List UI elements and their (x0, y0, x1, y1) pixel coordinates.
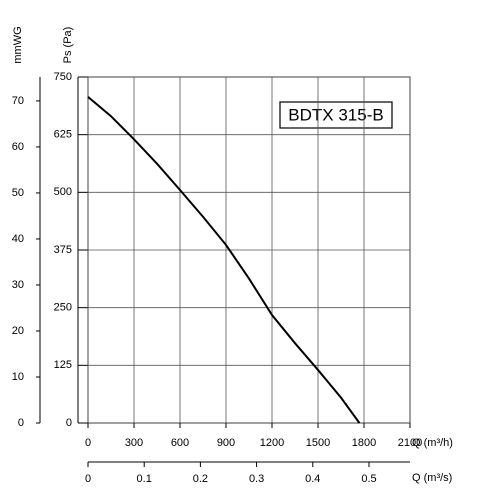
y2-axis-title: mmWG (12, 26, 24, 63)
x2-tick-label: 0.3 (249, 473, 264, 485)
x-tick-label: 1500 (306, 437, 330, 449)
x2-tick-label: 0.4 (305, 473, 320, 485)
y2-tick-label: 30 (12, 279, 24, 291)
y-axis-title: Ps (Pa) (62, 27, 74, 64)
y2-tick-label: 60 (12, 141, 24, 153)
curve (87, 96, 361, 424)
x-tick-label: 1800 (352, 437, 376, 449)
x-tick-label: 2100 (398, 437, 422, 449)
y2-tick-label: 0 (18, 417, 24, 429)
annotation: BDTX 315-B (288, 105, 383, 124)
x-tick-label: 900 (217, 437, 235, 449)
x-tick-label: 1200 (260, 437, 284, 449)
x2-axis-title: Q (m³/s) (412, 472, 452, 484)
y2-tick-label: 50 (12, 187, 24, 199)
x-tick-label: 300 (125, 437, 143, 449)
annotation-box (279, 101, 393, 129)
y-tick-label: 500 (54, 186, 72, 198)
x2-tick-label: 0 (85, 473, 91, 485)
x-tick-label: 0 (85, 437, 91, 449)
y-tick-label: 625 (54, 129, 72, 141)
y2-tick-label: 40 (12, 233, 24, 245)
x2-tick-label: 0.2 (193, 473, 208, 485)
x-axis-title: Q (m³/h) (412, 437, 453, 449)
y-tick-label: 375 (54, 244, 72, 256)
x2-tick-label: 0.5 (361, 473, 376, 485)
x-tick-label: 600 (171, 437, 189, 449)
y2-tick-label: 10 (12, 371, 24, 383)
x2-tick-label: 0.1 (137, 473, 152, 485)
y2-tick-label: 20 (12, 325, 24, 337)
y-tick-label: 125 (54, 359, 72, 371)
y2-tick-label: 70 (12, 95, 24, 107)
y-tick-label: 250 (54, 302, 72, 314)
y-tick-label: 750 (54, 71, 72, 83)
y-tick-label: 0 (66, 417, 72, 429)
